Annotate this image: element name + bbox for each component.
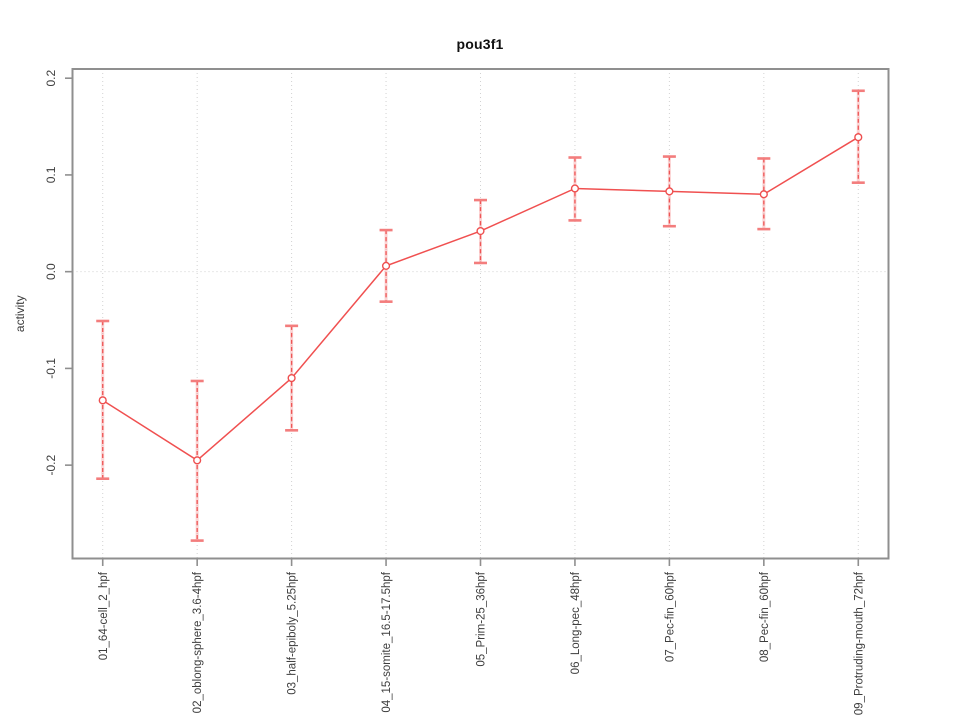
y-axis-title: activity (13, 295, 27, 332)
data-point-marker (854, 133, 863, 142)
data-point-marker (98, 396, 107, 405)
x-tick-labels: 01_64-cell_2_hpf 02_oblong-sphere_3.6-4hp… (98, 571, 866, 715)
data-point-marker (665, 187, 674, 196)
x-tick-label: 08_Pec-fin_60hpf (759, 571, 771, 662)
data-point-marker (570, 184, 580, 193)
x-tick-label: 02_oblong-sphere_3.6-4hpf (192, 571, 204, 713)
data-points (98, 133, 863, 465)
data-point-marker (193, 456, 202, 465)
data-point-marker (759, 190, 768, 199)
x-tick-label: 05_Prim-25_36hpf (476, 571, 488, 666)
x-tick-label: 01_64-cell_2_hpf (98, 571, 110, 660)
gridlines (72, 69, 889, 559)
x-tick-label: 07_Pec-fin_60hpf (664, 571, 676, 662)
data-point-marker (287, 373, 296, 383)
x-tick-label: 06_Long-pec_48hpf (570, 571, 582, 674)
y-tick-labels: -0.2 -0.1 0.0 0.1 0.2 (44, 70, 58, 476)
data-point-marker (476, 226, 485, 236)
y-tick-label: 0.1 (44, 166, 58, 183)
axis-ticks (65, 77, 860, 566)
chart-title: pou3f1 (456, 36, 504, 52)
x-tick-label: 04_15-somite_16.5-17.5hpf (381, 571, 393, 712)
data-point-marker (381, 261, 391, 270)
x-tick-label: 03_half-epiboly_5.25hpf (287, 571, 299, 695)
y-tick-label: 0.2 (44, 70, 58, 87)
y-tick-label: -0.2 (44, 454, 58, 475)
y-tick-label: 0.0 (44, 263, 58, 280)
y-tick-label: -0.1 (44, 358, 58, 379)
x-tick-label: 09_Protruding-mouth_72hpf (853, 571, 865, 715)
